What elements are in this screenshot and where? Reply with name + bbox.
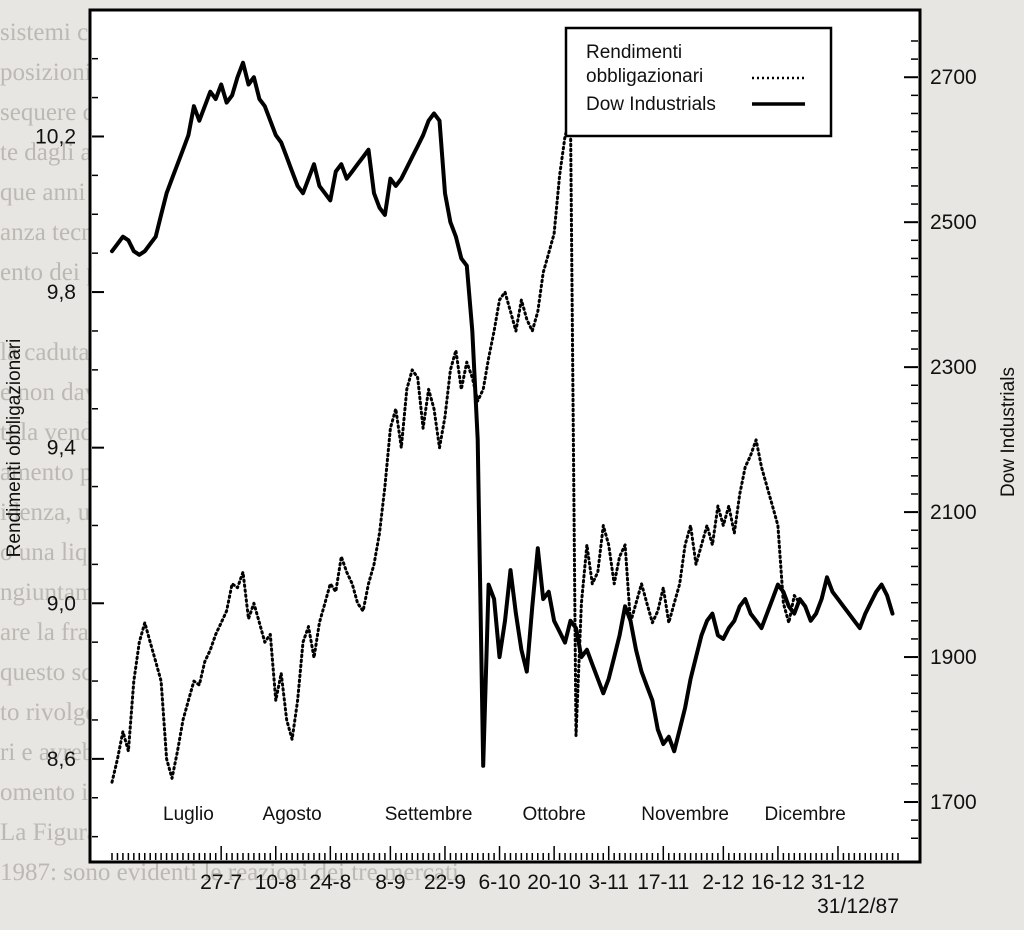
left-tick-label: 9,0: [47, 592, 76, 615]
left-tick-label: 9,4: [47, 437, 77, 460]
legend-box: [564, 26, 833, 138]
month-labels: Luglio Agosto Settembre Ottobre Novembre Dice…: [163, 804, 846, 825]
y-axis-label-left: Rendimenti obbligazionari: [4, 339, 25, 558]
plot-area: [88, 8, 922, 864]
y-axis-label-right: Dow Industrials: [998, 367, 1019, 497]
right-tick-label: 1700: [930, 791, 977, 814]
date-tick-label: 20-10: [527, 871, 581, 894]
left-axis: 8,6 9,0 9,4 9,8 10,2: [35, 57, 104, 838]
right-tick-label: 2100: [930, 501, 977, 524]
month-label: Luglio: [163, 804, 214, 825]
date-tick-label: 10-8: [255, 871, 297, 894]
date-tick-label: 16-12: [751, 871, 805, 894]
bond-yields-line: [110, 115, 802, 784]
date-tick-label: 17-11: [637, 871, 689, 894]
right-tick-label: 1900: [930, 646, 977, 669]
legend-label-dow: Dow Industrials: [586, 94, 716, 115]
right-tick-label: 2300: [930, 356, 977, 379]
date-tick-label: 27-7: [200, 871, 242, 894]
date-labels: 27-7 10-8 24-8 8-9 22-9 6-10 20-10 3-11 17-11 2-1…: [200, 871, 865, 894]
month-label: Dicembre: [765, 804, 846, 825]
month-label: Novembre: [641, 804, 729, 825]
right-tick-label: 2700: [930, 66, 977, 89]
month-label: Ottobre: [522, 804, 585, 825]
date-tick-label: 24-8: [309, 871, 351, 894]
date-tick-label: 8-9: [375, 871, 405, 894]
dow-industrials-line: [110, 60, 895, 768]
date-tick-label: 2-12: [702, 871, 744, 894]
series-layer: [110, 60, 895, 784]
legend-label-bond-yields-line1: Rendimenti: [586, 42, 682, 63]
right-axis: 1700 1900 2100 2300 2500 2700: [904, 40, 977, 840]
end-date-label: 31/12/87: [817, 895, 899, 918]
right-tick-label: 2500: [930, 211, 977, 234]
axis-ticks: [111, 846, 899, 860]
date-tick-label: 3-11: [588, 871, 628, 894]
month-label: Settembre: [385, 804, 473, 825]
legend-label-bond-yields-line2: obbligazionari: [586, 66, 703, 87]
legend: Rendimenti obbligazionari Dow Industrial…: [564, 26, 833, 138]
left-tick-label: 8,6: [47, 748, 76, 771]
left-tick-label: 9,8: [47, 281, 76, 304]
date-tick-label: 6-10: [479, 871, 521, 894]
date-tick-label: 22-9: [424, 871, 466, 894]
left-tick-label: 10,2: [35, 125, 76, 148]
date-tick-label: 31-12: [811, 871, 865, 894]
month-label: Agosto: [263, 804, 322, 825]
